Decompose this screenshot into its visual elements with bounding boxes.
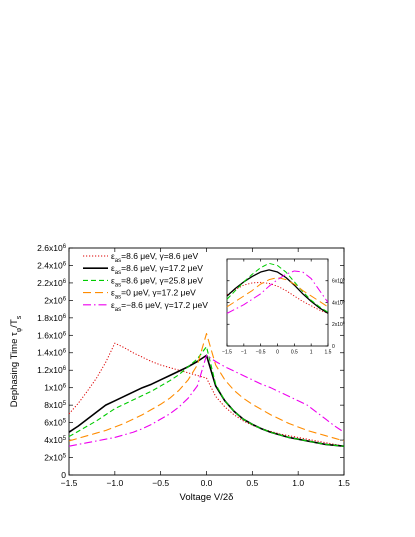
y-tick-label: 6x105: [44, 418, 66, 428]
y-tick-label: 2.2x106: [37, 278, 67, 288]
legend-label-3: εas=8.6 μeV, γ=25.8 μeV: [111, 275, 203, 288]
y-tick-label: 1.2x106: [37, 365, 67, 375]
x-tick-label: 1.5: [338, 478, 350, 488]
inset-y-tick-label: 6x105: [332, 278, 345, 285]
inset-x-tick-label: 0: [276, 350, 279, 356]
legend-label-4: εas=0 μeV, γ=17.2 μeV: [111, 288, 196, 301]
inset-y-tick-label: 0: [332, 344, 335, 350]
x-axis-label: Voltage V/2δ: [180, 492, 234, 503]
y-tick-label: 1.6x106: [37, 330, 67, 340]
inset-x-tick-label: −0.5: [256, 350, 266, 356]
x-tick-label: 0.0: [201, 478, 213, 488]
series-5-line: [68, 354, 345, 447]
x-tick-label: −1.0: [106, 478, 123, 488]
inset-x-tick-label: 1.5: [325, 350, 332, 356]
inset-series-3-line: [226, 262, 329, 313]
inset-series-5-line: [226, 270, 329, 314]
inset-x-tick-label: −1.5: [222, 350, 232, 356]
y-tick-label: 1x106: [44, 383, 66, 393]
y-tick-label: 0: [61, 470, 66, 480]
y-tick-label: 2.4x106: [37, 260, 67, 270]
y-tick-label: 8x105: [44, 400, 66, 410]
inset-y-tick-label: 2x105: [332, 321, 345, 328]
x-tick-label: 1.0: [292, 478, 304, 488]
y-tick-label: 2x105: [44, 453, 66, 463]
inset-x-tick-label: 0.5: [291, 350, 298, 356]
legend-label-2: εas=8.6 μeV, γ=17.2 μeV: [111, 263, 203, 276]
legend-label-1: εas=8.6 μeV, γ=8.6 μeV: [111, 251, 199, 264]
x-tick-label: −1.5: [61, 478, 78, 488]
inset-frame: [226, 258, 329, 347]
inset-x-tick-label: 1: [310, 350, 313, 356]
series-4-line: [68, 333, 345, 442]
y-tick-label: 1.8x106: [37, 313, 67, 323]
inset-y-tick-label: 4x105: [332, 299, 345, 306]
y-tick-label: 4x105: [44, 435, 66, 445]
series-3-line: [68, 346, 345, 447]
inset-series-4-line: [226, 276, 329, 308]
y-tick-label: 2x106: [44, 295, 66, 305]
inset-x-tick-label: −1: [241, 350, 247, 356]
x-tick-label: −0.5: [152, 478, 169, 488]
legend-label-5: εas=−8.6 μeV, γ=17.2 μeV: [111, 300, 208, 313]
y-tick-label: 2.6x106: [37, 243, 67, 253]
y-axis-label: Dephasing Time τφ/Ts: [9, 315, 23, 407]
y-tick-label: 1.4x106: [37, 348, 67, 358]
series-1-line: [68, 342, 345, 447]
x-tick-label: 0.5: [246, 478, 258, 488]
